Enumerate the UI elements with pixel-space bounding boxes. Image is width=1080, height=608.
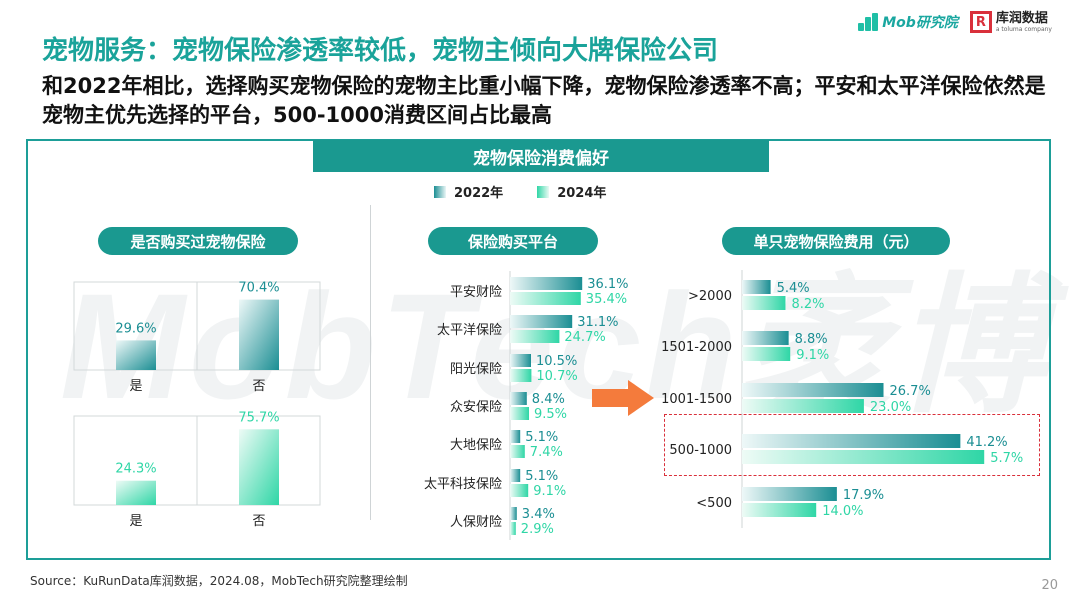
chart1-category-label: 是 xyxy=(129,379,142,394)
chart2-data-label-2024: 7.4% xyxy=(530,445,563,460)
chart3-bar-2022 xyxy=(742,331,789,345)
legend-label-2022: 2022年 xyxy=(454,186,504,201)
chart1-bar xyxy=(239,429,279,505)
chart1-bar xyxy=(116,480,156,505)
separator-left xyxy=(370,205,371,520)
page-title: 宠物服务：宠物保险渗透率较低，宠物主倾向大牌保险公司 xyxy=(42,36,719,66)
chart2-data-label-2024: 35.4% xyxy=(586,292,627,307)
chart3-bar-2022 xyxy=(742,487,837,501)
chart3-category-label: 1501-2000 xyxy=(661,340,732,355)
arrow-right-icon xyxy=(592,380,654,416)
chart2-bar-2024 xyxy=(510,407,529,420)
chart1-data-label: 70.4% xyxy=(238,281,279,296)
chart3-data-label-2024: 14.0% xyxy=(822,504,863,519)
chart2-category-label: 大地保险 xyxy=(450,438,502,453)
kurun-logo-sub: a toluma company xyxy=(995,25,1052,33)
chart3-bar-2022 xyxy=(742,434,961,448)
legend-item-2024: 2024年 xyxy=(537,182,606,201)
chart1-title: 是否购买过宠物保险 xyxy=(98,227,298,255)
chart3-data-label-2022: 5.4% xyxy=(777,281,810,296)
chart3-data-label-2024: 23.0% xyxy=(870,400,911,415)
chart2-bar-2022 xyxy=(510,469,521,482)
chart2-bar-2022 xyxy=(510,430,521,443)
mob-logo-icon xyxy=(858,13,879,31)
page-subtitle: 和2022年相比，选择购买宠物保险的宠物主比重小幅下降，宠物保险渗透率不高；平安… xyxy=(42,74,1046,127)
chart3-data-label-2022: 17.9% xyxy=(843,488,884,503)
chart3-data-label-2024: 5.7% xyxy=(990,451,1023,466)
chart1-data-label: 24.3% xyxy=(115,462,156,477)
chart2-category-label: 众安保险 xyxy=(450,400,502,415)
chart3-bar-2024 xyxy=(742,296,786,310)
chart3-data-label-2024: 8.2% xyxy=(791,297,824,312)
chart2-data-label-2022: 8.4% xyxy=(532,392,565,407)
chart2-data-label-2022: 36.1% xyxy=(587,277,628,292)
legend-item-2022: 2022年 xyxy=(434,182,503,201)
chart2-data-label-2024: 9.5% xyxy=(534,407,567,422)
chart3-data-label-2024: 9.1% xyxy=(796,348,829,363)
mob-logo-text: Mob研究院 xyxy=(882,15,958,31)
chart3-category-label: >2000 xyxy=(688,289,732,304)
chart2-data-label-2024: 9.1% xyxy=(533,484,566,499)
chart2-bar-2024 xyxy=(510,369,532,382)
chart1-category-label: 否 xyxy=(252,379,265,394)
chart2-category-label: 平安财险 xyxy=(450,285,502,300)
chart3-bar-2022 xyxy=(742,383,884,397)
chart3-data-label-2022: 26.7% xyxy=(890,384,931,399)
legend: 2022年 2024年 xyxy=(434,182,606,201)
chart2-bar-2022 xyxy=(510,277,583,290)
chart1-data-label: 75.7% xyxy=(238,410,279,425)
chart3-data-label-2022: 41.2% xyxy=(966,435,1007,450)
chart1-bar xyxy=(116,340,156,370)
page-number: 20 xyxy=(1041,578,1058,593)
mob-logo: Mob研究院 xyxy=(858,12,958,32)
chart3-bar-2024 xyxy=(742,399,864,413)
chart2-data-label-2024: 10.7% xyxy=(536,369,577,384)
chart2-category-label: 太平洋保险 xyxy=(437,323,502,338)
chart2-bar-2024 xyxy=(510,292,581,305)
source-note: Source：KuRunData库润数据，2024.08，MobTech研究院整… xyxy=(30,574,408,588)
chart3-category-label: <500 xyxy=(696,496,732,511)
kurun-logo-icon: R xyxy=(969,11,992,33)
legend-swatch-2024 xyxy=(537,185,550,198)
chart2-data-label-2022: 5.1% xyxy=(525,430,558,445)
chart2-bar-2022 xyxy=(510,392,527,405)
chart1-bar xyxy=(239,299,279,370)
chart2-bar-2022 xyxy=(510,507,517,520)
highlight-box xyxy=(664,414,1040,476)
legend-label-2024: 2024年 xyxy=(557,186,607,201)
chart2-category-label: 阳光保险 xyxy=(450,362,502,377)
chart3-category-label: 500-1000 xyxy=(669,443,732,458)
chart2-data-label-2024: 2.9% xyxy=(521,522,554,537)
section-header: 宠物保险消费偏好 xyxy=(313,140,769,172)
chart2-data-label-2022: 5.1% xyxy=(525,469,558,484)
kurun-logo-name: 库润数据 xyxy=(995,10,1048,26)
chart3-title: 单只宠物保险费用（元） xyxy=(722,227,950,255)
chart3-category-label: 1001-1500 xyxy=(661,392,732,407)
chart1-data-label: 29.6% xyxy=(115,321,156,336)
chart3-data-label-2022: 8.8% xyxy=(795,332,828,347)
logo-area: Mob研究院 R 库润数据 a toluma company xyxy=(858,8,1052,36)
chart3-bar-2024 xyxy=(742,450,985,464)
chart2-bar-2024 xyxy=(510,445,525,458)
chart2-data-label-2022: 3.4% xyxy=(522,507,555,522)
chart3-bar-2024 xyxy=(742,347,791,361)
chart2-data-label-2022: 31.1% xyxy=(577,315,618,330)
legend-swatch-2022 xyxy=(434,185,446,198)
chart2-bar-2024 xyxy=(510,522,516,535)
chart2-data-label-2022: 10.5% xyxy=(536,354,577,369)
chart2-bar-2024 xyxy=(510,330,560,343)
chart1-category-label: 是 xyxy=(129,514,142,529)
chart2-category-label: 太平科技保险 xyxy=(424,477,502,492)
chart2-data-label-2024: 24.7% xyxy=(564,330,605,345)
chart2-title: 保险购买平台 xyxy=(428,227,598,255)
chart3-bar-2024 xyxy=(742,503,817,517)
chart2-bar-2022 xyxy=(510,315,573,328)
chart3-bar-2022 xyxy=(742,280,771,294)
chart2-category-label: 人保财险 xyxy=(450,515,502,530)
chart1-category-label: 否 xyxy=(252,514,265,529)
chart2-bar-2022 xyxy=(510,354,531,367)
kurun-logo: R 库润数据 a toluma company xyxy=(969,10,1052,33)
chart2-bar-2024 xyxy=(510,484,529,497)
